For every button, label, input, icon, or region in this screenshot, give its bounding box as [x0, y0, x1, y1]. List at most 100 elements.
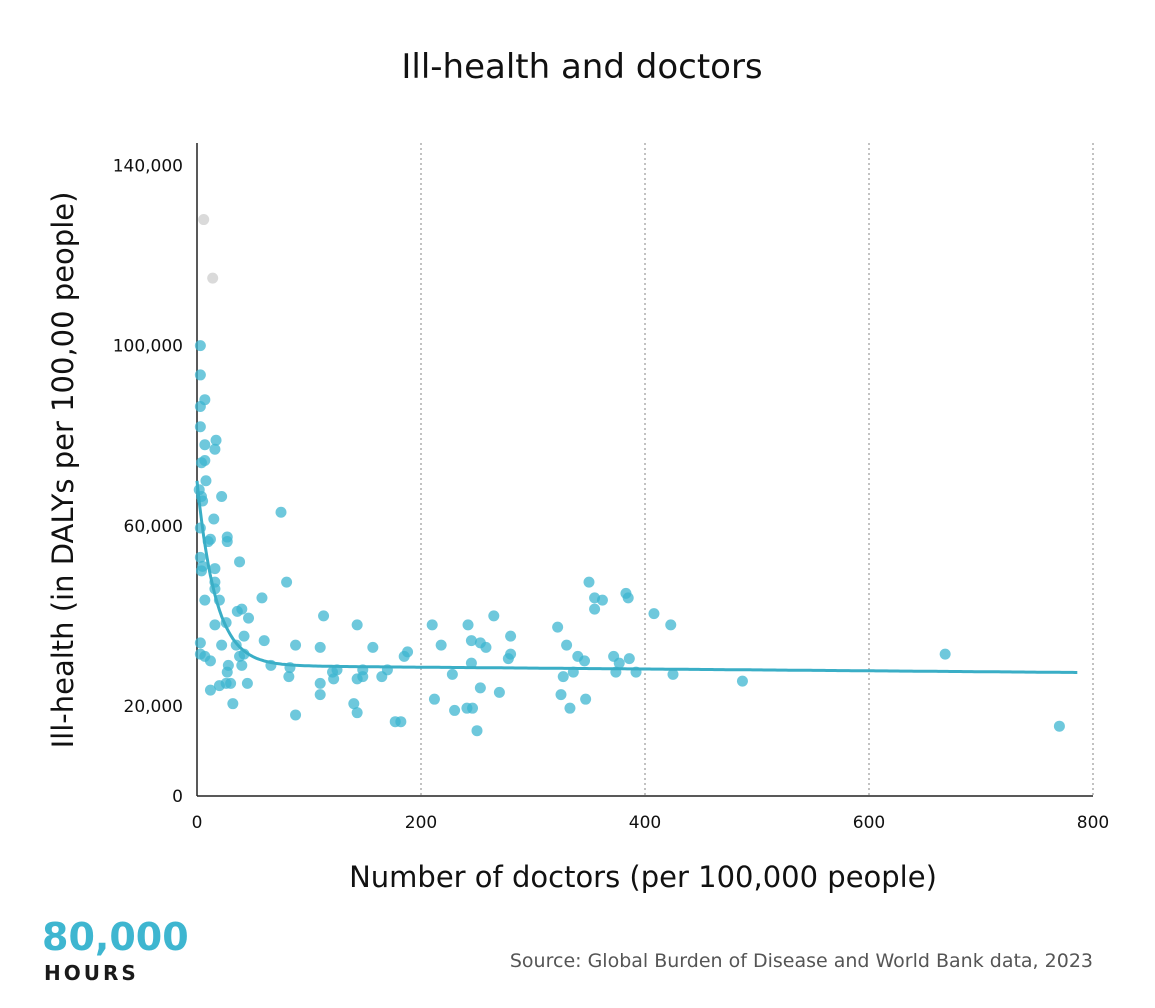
data-point — [216, 639, 228, 651]
data-point — [367, 641, 379, 653]
data-point — [351, 619, 363, 631]
data-point — [195, 457, 207, 469]
y-tick-label: 20,000 — [124, 697, 183, 717]
y-tick-label: 60,000 — [124, 517, 183, 537]
source-note: Source: Global Burden of Disease and Wor… — [510, 950, 1093, 972]
data-point — [505, 630, 517, 642]
data-point — [199, 439, 211, 451]
data-point — [199, 594, 211, 606]
data-point — [435, 639, 447, 651]
data-point — [318, 610, 330, 622]
y-axis-title: Ill-health (in DALYs per 100,00 people) — [46, 192, 80, 749]
data-point — [243, 612, 255, 624]
data-point — [505, 648, 517, 660]
data-point — [426, 619, 438, 631]
x-tick-label: 600 — [853, 813, 885, 833]
data-point — [281, 576, 293, 588]
scatter-points — [193, 214, 1065, 737]
data-point — [194, 637, 206, 649]
data-point — [395, 716, 407, 728]
data-point — [552, 621, 564, 633]
data-point — [314, 641, 326, 653]
data-point — [665, 619, 677, 631]
grid-lines — [420, 143, 1094, 796]
data-point — [225, 677, 237, 689]
data-point — [402, 646, 414, 658]
data-point — [194, 340, 206, 352]
data-point — [564, 702, 576, 714]
data-point — [221, 666, 233, 678]
data-point — [209, 619, 221, 631]
data-point — [194, 421, 206, 433]
data-point — [231, 605, 243, 617]
data-point — [467, 702, 479, 714]
data-point — [623, 653, 635, 665]
x-tick-label: 800 — [1077, 813, 1109, 833]
data-point — [204, 533, 216, 545]
data-point — [328, 673, 340, 685]
trend-line — [195, 480, 1078, 674]
data-point — [474, 682, 486, 694]
data-point — [579, 655, 591, 667]
data-point — [195, 565, 207, 577]
data-point — [256, 592, 268, 604]
data-point — [216, 491, 228, 503]
logo: 80,000 HOURS — [42, 915, 189, 985]
chart-title: Ill-health and doctors — [401, 47, 762, 87]
data-point — [209, 443, 221, 455]
x-tick-labels: 0 200 400 600 800 — [192, 813, 1110, 833]
y-tick-label: 100,000 — [113, 337, 183, 357]
data-point — [428, 693, 440, 705]
data-point — [561, 639, 573, 651]
y-tick-labels: 0 20,000 60,000 100,000 140,000 — [113, 157, 183, 807]
data-point — [236, 659, 248, 671]
data-point — [471, 725, 483, 737]
trend-layer — [195, 480, 1078, 674]
data-point — [667, 668, 679, 680]
data-point — [213, 680, 225, 692]
data-point — [557, 671, 569, 683]
data-point — [351, 673, 363, 685]
data-point — [376, 671, 388, 683]
data-point — [465, 657, 477, 669]
data-point — [199, 394, 211, 406]
data-point — [449, 704, 461, 716]
data-point — [939, 648, 951, 660]
data-point — [648, 608, 660, 620]
x-axis-title: Number of doctors (per 100,000 people) — [349, 860, 937, 894]
data-point — [488, 610, 500, 622]
data-point — [227, 698, 239, 710]
data-point — [200, 475, 212, 487]
data-point — [465, 635, 477, 647]
outlier-point — [198, 214, 210, 226]
x-tick-label: 400 — [629, 813, 661, 833]
data-point — [194, 369, 206, 381]
x-tick-label: 200 — [405, 813, 437, 833]
data-point — [583, 576, 595, 588]
data-point — [238, 630, 250, 642]
data-point — [589, 603, 601, 615]
data-point — [208, 513, 220, 525]
data-point — [275, 506, 287, 518]
data-point — [596, 594, 608, 606]
data-point — [351, 707, 363, 719]
data-point — [462, 619, 474, 631]
y-tick-label: 140,000 — [113, 157, 183, 177]
data-point — [622, 592, 634, 604]
x-tick-label: 0 — [192, 813, 203, 833]
data-point — [314, 677, 326, 689]
data-point — [446, 668, 458, 680]
data-point — [613, 657, 625, 669]
outlier-point — [207, 272, 219, 284]
data-point — [348, 698, 360, 710]
data-point — [283, 671, 295, 683]
data-point — [580, 693, 592, 705]
logo-number: 80,000 — [42, 915, 189, 959]
data-point — [555, 689, 567, 701]
data-point — [736, 675, 748, 687]
data-point — [480, 641, 492, 653]
data-point — [314, 689, 326, 701]
logo-word: HOURS — [44, 961, 139, 985]
y-tick-label: 0 — [172, 787, 183, 807]
